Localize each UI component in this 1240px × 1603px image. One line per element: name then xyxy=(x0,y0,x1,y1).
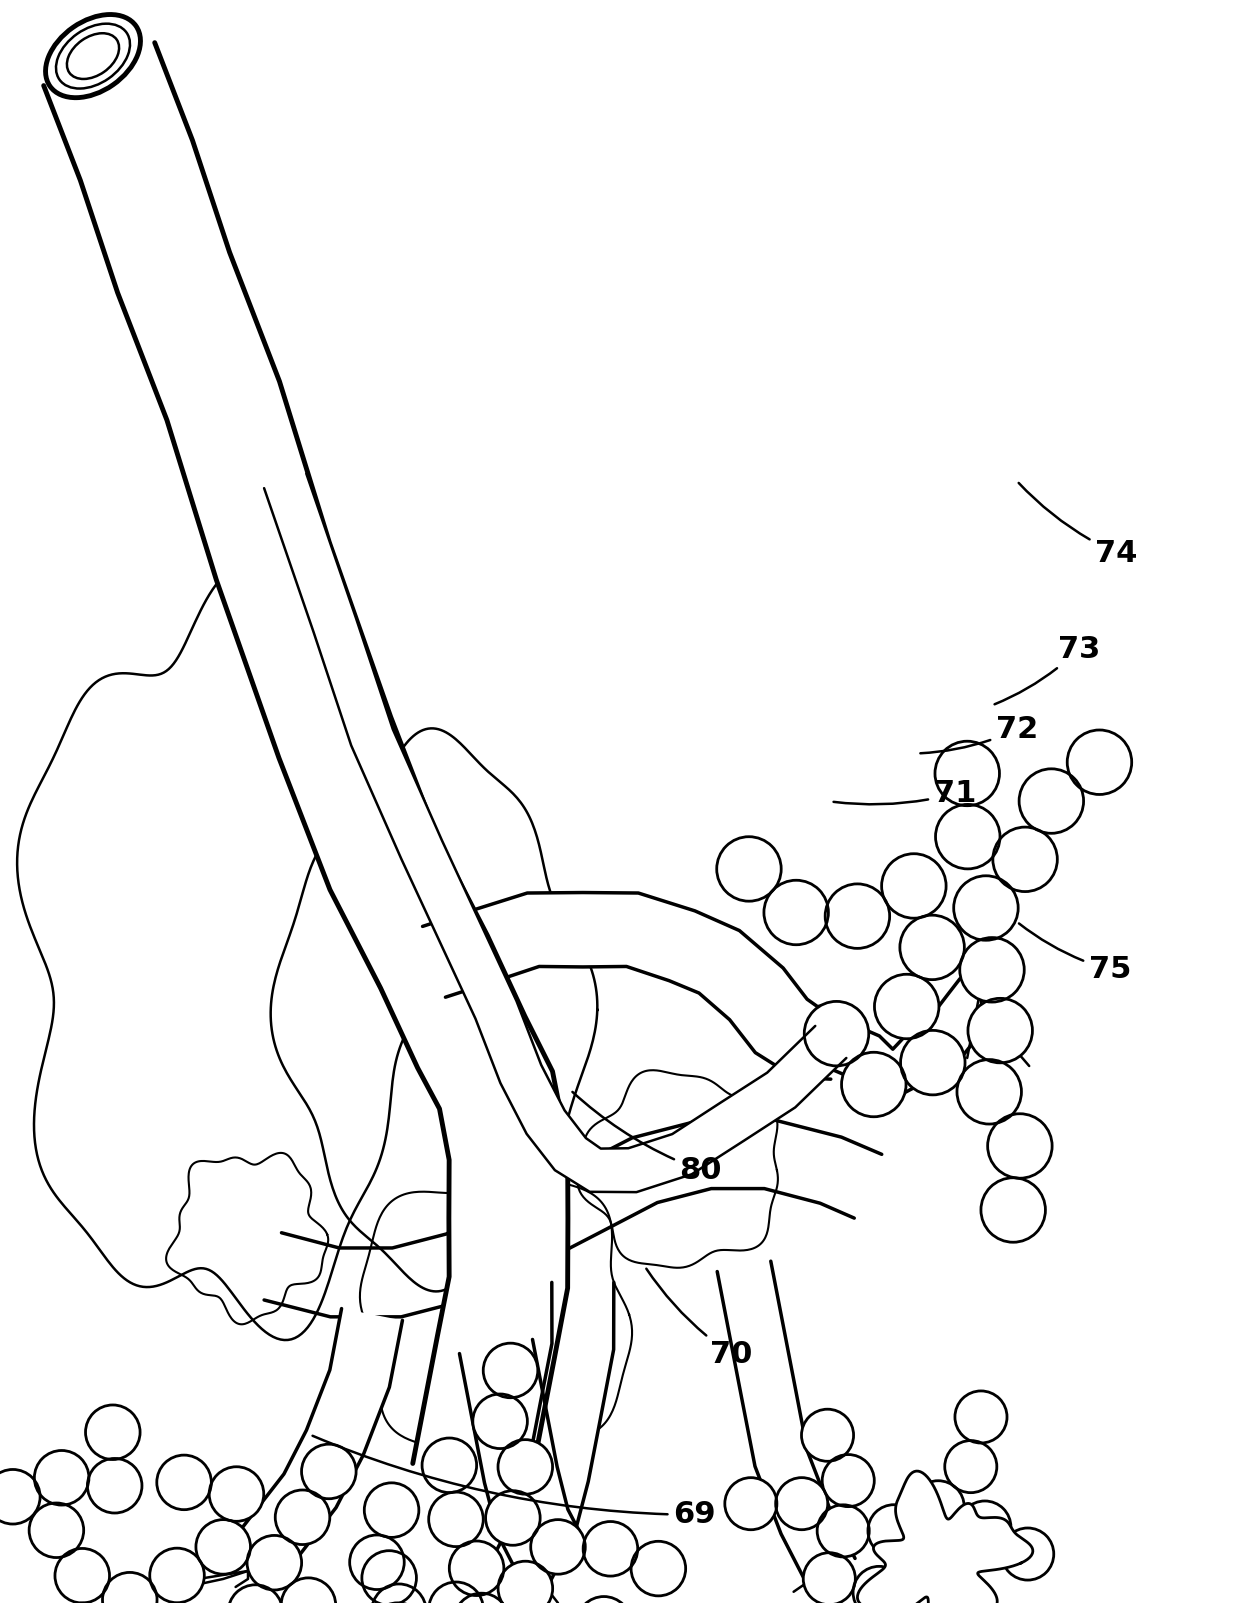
Circle shape xyxy=(717,837,781,901)
Polygon shape xyxy=(264,1120,882,1316)
Circle shape xyxy=(365,1483,419,1537)
Circle shape xyxy=(498,1561,553,1603)
Circle shape xyxy=(874,975,939,1039)
Circle shape xyxy=(900,1031,965,1095)
Circle shape xyxy=(960,938,1024,1002)
Circle shape xyxy=(911,1532,963,1585)
Circle shape xyxy=(531,1520,585,1574)
Polygon shape xyxy=(857,1472,1033,1603)
Circle shape xyxy=(350,1536,404,1590)
Circle shape xyxy=(987,1114,1052,1178)
Circle shape xyxy=(577,1597,631,1603)
Circle shape xyxy=(247,1536,301,1590)
Circle shape xyxy=(725,1478,777,1529)
Circle shape xyxy=(959,1500,1011,1553)
Circle shape xyxy=(422,1438,476,1492)
Circle shape xyxy=(957,1060,1022,1124)
Circle shape xyxy=(87,1459,141,1513)
Polygon shape xyxy=(423,893,831,1079)
Text: 70: 70 xyxy=(646,1268,753,1369)
Polygon shape xyxy=(578,1071,777,1268)
Circle shape xyxy=(583,1521,637,1576)
Ellipse shape xyxy=(46,14,140,98)
Circle shape xyxy=(993,827,1058,891)
Circle shape xyxy=(156,1456,211,1510)
Circle shape xyxy=(935,805,999,869)
Circle shape xyxy=(945,1441,997,1492)
Circle shape xyxy=(631,1542,686,1597)
Circle shape xyxy=(228,1585,283,1603)
Polygon shape xyxy=(264,473,847,1193)
Circle shape xyxy=(372,1584,427,1603)
Circle shape xyxy=(804,1553,856,1603)
Text: 74: 74 xyxy=(1019,483,1137,567)
Circle shape xyxy=(55,1548,109,1603)
Circle shape xyxy=(853,1566,905,1603)
Circle shape xyxy=(484,1343,538,1398)
Polygon shape xyxy=(43,43,568,1486)
Circle shape xyxy=(805,1002,869,1066)
Circle shape xyxy=(498,1439,553,1494)
Circle shape xyxy=(486,1491,541,1545)
Circle shape xyxy=(301,1444,356,1499)
Circle shape xyxy=(764,880,828,944)
Circle shape xyxy=(822,1454,874,1507)
Circle shape xyxy=(801,1409,853,1462)
Circle shape xyxy=(900,915,965,979)
Circle shape xyxy=(981,1178,1045,1242)
Circle shape xyxy=(913,1481,965,1532)
Circle shape xyxy=(429,1492,484,1547)
Polygon shape xyxy=(494,1282,614,1585)
Circle shape xyxy=(825,883,889,949)
Text: 71: 71 xyxy=(833,779,976,808)
Circle shape xyxy=(817,1505,869,1557)
Circle shape xyxy=(1002,1528,1054,1581)
Polygon shape xyxy=(270,728,598,1292)
Circle shape xyxy=(210,1467,264,1521)
Circle shape xyxy=(86,1404,140,1459)
Circle shape xyxy=(196,1520,250,1574)
Text: 73: 73 xyxy=(994,635,1100,704)
Circle shape xyxy=(1019,769,1084,834)
Circle shape xyxy=(842,1052,906,1117)
Polygon shape xyxy=(821,979,999,1098)
Text: 72: 72 xyxy=(920,715,1038,753)
Circle shape xyxy=(955,1391,1007,1443)
Circle shape xyxy=(472,1395,527,1449)
Polygon shape xyxy=(17,567,448,1340)
Circle shape xyxy=(281,1577,336,1603)
Circle shape xyxy=(968,999,1033,1063)
Circle shape xyxy=(776,1478,828,1529)
Polygon shape xyxy=(223,1308,403,1590)
Polygon shape xyxy=(460,1340,591,1589)
Circle shape xyxy=(29,1504,83,1558)
Circle shape xyxy=(35,1451,89,1505)
Polygon shape xyxy=(360,1170,632,1459)
Circle shape xyxy=(103,1573,157,1603)
Circle shape xyxy=(1068,729,1132,795)
Circle shape xyxy=(362,1550,417,1603)
Circle shape xyxy=(935,741,999,806)
Circle shape xyxy=(150,1548,205,1603)
Circle shape xyxy=(882,854,946,919)
Polygon shape xyxy=(717,1262,856,1584)
Text: 69: 69 xyxy=(312,1436,715,1529)
Circle shape xyxy=(454,1593,508,1603)
Polygon shape xyxy=(166,1153,329,1324)
Text: 75: 75 xyxy=(1019,923,1131,984)
Circle shape xyxy=(429,1582,484,1603)
Circle shape xyxy=(954,875,1018,941)
Circle shape xyxy=(449,1540,503,1595)
Circle shape xyxy=(868,1505,920,1557)
Circle shape xyxy=(275,1491,330,1545)
Circle shape xyxy=(0,1470,40,1524)
Text: 80: 80 xyxy=(573,1092,722,1185)
